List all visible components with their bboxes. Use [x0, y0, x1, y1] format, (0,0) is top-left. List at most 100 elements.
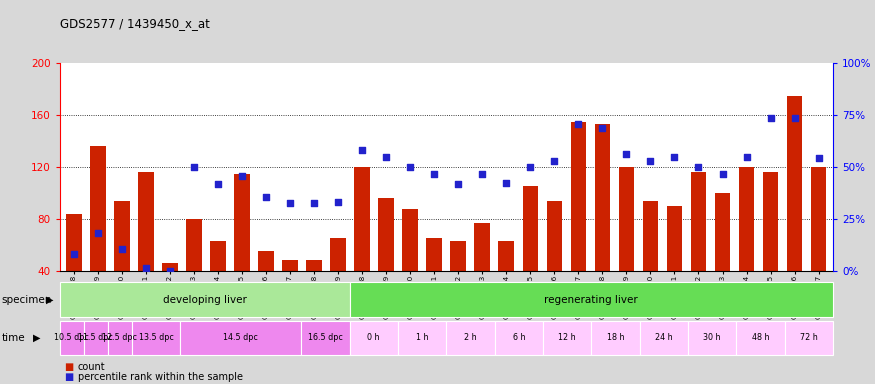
Point — [764, 115, 778, 121]
Bar — [186, 219, 202, 271]
Bar — [592, 321, 640, 355]
Point — [307, 200, 321, 207]
Point — [259, 194, 273, 200]
Bar — [350, 282, 833, 317]
Bar — [667, 206, 682, 271]
Point — [331, 199, 345, 205]
Bar — [402, 209, 418, 271]
Bar — [690, 172, 706, 271]
Point — [475, 170, 489, 177]
Bar — [570, 122, 586, 271]
Bar — [258, 251, 274, 271]
Point — [427, 170, 441, 177]
Bar — [306, 260, 322, 271]
Text: percentile rank within the sample: percentile rank within the sample — [78, 372, 243, 382]
Point — [139, 265, 153, 271]
Text: time: time — [2, 333, 25, 343]
Text: 13.5 dpc: 13.5 dpc — [139, 333, 173, 343]
Point — [379, 154, 393, 160]
Bar — [595, 124, 610, 271]
Bar — [180, 321, 301, 355]
Bar — [522, 187, 538, 271]
Text: GDS2577 / 1439450_x_at: GDS2577 / 1439450_x_at — [60, 17, 209, 30]
Bar — [446, 321, 494, 355]
Bar — [108, 321, 132, 355]
Bar — [398, 321, 446, 355]
Point — [548, 157, 562, 164]
Bar — [210, 241, 226, 271]
Point — [500, 180, 514, 186]
Point — [403, 164, 417, 170]
Point — [91, 230, 105, 236]
Bar — [763, 172, 779, 271]
Point — [812, 155, 826, 161]
Text: ■: ■ — [64, 362, 74, 372]
Point — [452, 181, 466, 187]
Text: 18 h: 18 h — [606, 333, 624, 343]
Text: 1 h: 1 h — [416, 333, 429, 343]
Bar — [84, 321, 108, 355]
Text: 0 h: 0 h — [368, 333, 380, 343]
Bar — [811, 167, 826, 271]
Point — [211, 181, 225, 187]
Bar — [234, 174, 250, 271]
Text: 2 h: 2 h — [464, 333, 477, 343]
Point — [716, 170, 730, 177]
Point — [668, 154, 682, 160]
Text: 10.5 dpc: 10.5 dpc — [54, 333, 89, 343]
Point — [163, 268, 177, 274]
Bar — [499, 241, 514, 271]
Bar — [60, 321, 84, 355]
Bar — [451, 241, 466, 271]
Bar — [785, 321, 833, 355]
Bar — [494, 321, 542, 355]
Point — [571, 121, 585, 127]
Point — [66, 251, 80, 257]
Bar — [474, 223, 490, 271]
Point — [643, 157, 657, 164]
Point — [115, 246, 129, 252]
Point — [691, 164, 705, 170]
Point — [187, 164, 201, 170]
Point — [620, 151, 634, 157]
Text: 11.5 dpc: 11.5 dpc — [79, 333, 113, 343]
Bar — [426, 238, 442, 271]
Text: 6 h: 6 h — [513, 333, 525, 343]
Bar — [66, 214, 81, 271]
Text: 14.5 dpc: 14.5 dpc — [223, 333, 258, 343]
Text: developing liver: developing liver — [163, 295, 247, 305]
Bar — [547, 201, 562, 271]
Text: 24 h: 24 h — [655, 333, 673, 343]
Text: 48 h: 48 h — [752, 333, 769, 343]
Point — [788, 115, 802, 121]
Bar — [301, 321, 350, 355]
Text: specimen: specimen — [2, 295, 52, 305]
Bar — [283, 260, 298, 271]
Bar — [737, 321, 785, 355]
Point — [595, 125, 609, 131]
Point — [739, 154, 753, 160]
Bar — [331, 238, 346, 271]
Text: regenerating liver: regenerating liver — [544, 295, 638, 305]
Text: ▶: ▶ — [46, 295, 53, 305]
Text: 12.5 dpc: 12.5 dpc — [102, 333, 137, 343]
Point — [523, 164, 537, 170]
Bar — [640, 321, 688, 355]
Text: ▶: ▶ — [33, 333, 41, 343]
Point — [235, 173, 249, 179]
Text: 72 h: 72 h — [800, 333, 818, 343]
Text: 30 h: 30 h — [704, 333, 721, 343]
Bar — [90, 146, 106, 271]
Bar — [715, 193, 731, 271]
Text: count: count — [78, 362, 106, 372]
Bar — [114, 201, 130, 271]
Text: 12 h: 12 h — [558, 333, 576, 343]
Point — [355, 147, 369, 153]
Bar — [542, 321, 592, 355]
Bar — [738, 167, 754, 271]
Bar — [350, 321, 398, 355]
Bar — [162, 263, 178, 271]
Bar — [787, 96, 802, 271]
Bar — [688, 321, 737, 355]
Bar — [138, 172, 154, 271]
